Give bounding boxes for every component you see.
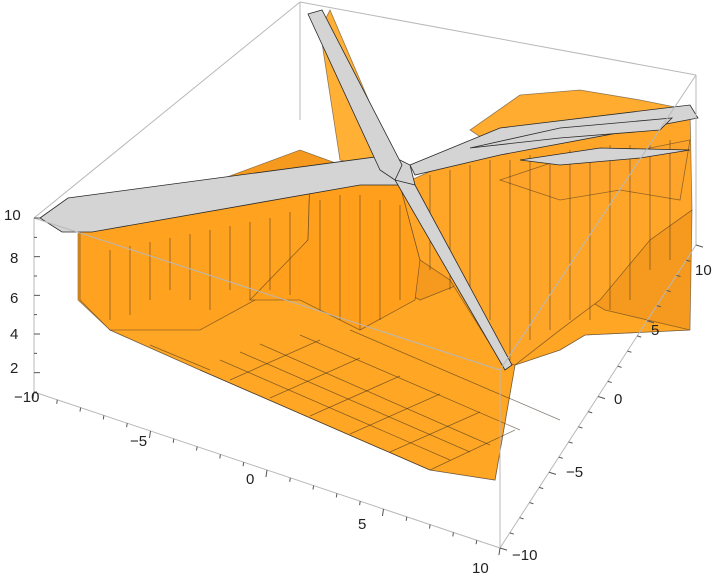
tick-mark	[686, 259, 691, 262]
tick-mark	[656, 305, 661, 308]
tick-mark	[219, 454, 221, 459]
y-axis: −10 −5 0 5 10	[512, 262, 712, 564]
y-tick-label: 10	[695, 262, 712, 279]
tick-mark	[312, 485, 315, 490]
y-tick-label: −10	[512, 547, 537, 564]
tick-mark	[627, 350, 632, 353]
tick-mark	[568, 441, 573, 444]
tick-mark	[509, 532, 514, 535]
x-tick-label: 5	[358, 516, 366, 533]
tick-mark	[452, 532, 454, 537]
z-tick-label: 6	[10, 290, 18, 307]
tick-mark	[335, 493, 338, 498]
z-tick-label: 2	[10, 360, 18, 377]
tick-mark	[56, 399, 58, 404]
z-tick-label: 8	[10, 250, 18, 267]
tick-mark	[588, 411, 593, 414]
tick-mark	[265, 469, 268, 478]
tick-mark	[126, 423, 128, 428]
tick-mark	[617, 365, 622, 368]
tick-mark	[529, 502, 534, 505]
x-axis: −10 −5 0 5 10	[14, 389, 489, 577]
tick-mark	[676, 274, 681, 277]
tick-mark	[578, 426, 583, 429]
z-axis: 10 8 6 4 2	[4, 207, 21, 377]
y-tick-label: −5	[566, 464, 583, 481]
tick-mark	[558, 456, 563, 459]
ridge	[39, 9, 699, 371]
tick-mark	[499, 547, 508, 551]
mesh-lines	[109, 140, 671, 471]
tick-mark	[597, 396, 606, 400]
bounding-box-back	[33, 1, 697, 219]
tick-mark	[196, 446, 198, 451]
tick-mark	[102, 415, 105, 420]
tick-mark	[475, 540, 478, 545]
tick-mark	[519, 517, 524, 520]
x-tick-label: −10	[14, 389, 39, 406]
tick-mark	[498, 547, 501, 556]
z-tick-label: 4	[10, 326, 18, 343]
tick-mark	[695, 244, 704, 248]
y-tick-label: 0	[614, 391, 622, 408]
tick-mark	[607, 380, 612, 384]
tick-mark	[548, 471, 557, 475]
tick-mark	[359, 501, 361, 506]
y-tick-label: 5	[651, 322, 659, 339]
tick-mark	[381, 508, 384, 517]
tick-mark	[429, 524, 431, 529]
tick-mark	[289, 477, 291, 482]
x-tick-label: 10	[472, 560, 489, 577]
x-tick-label: −5	[130, 433, 147, 450]
x-tick-label: 0	[246, 471, 254, 488]
tick-mark	[242, 462, 245, 467]
tick-mark	[646, 320, 655, 324]
z-tick-label: 10	[4, 207, 21, 224]
tick-mark	[539, 486, 544, 490]
axis-ticks	[32, 217, 704, 556]
tick-mark	[79, 407, 82, 412]
tick-mark	[32, 391, 35, 400]
tick-mark	[666, 289, 671, 293]
tick-mark	[172, 438, 175, 443]
tick-mark	[637, 335, 642, 338]
tick-mark	[148, 430, 151, 439]
tick-mark	[405, 516, 408, 521]
